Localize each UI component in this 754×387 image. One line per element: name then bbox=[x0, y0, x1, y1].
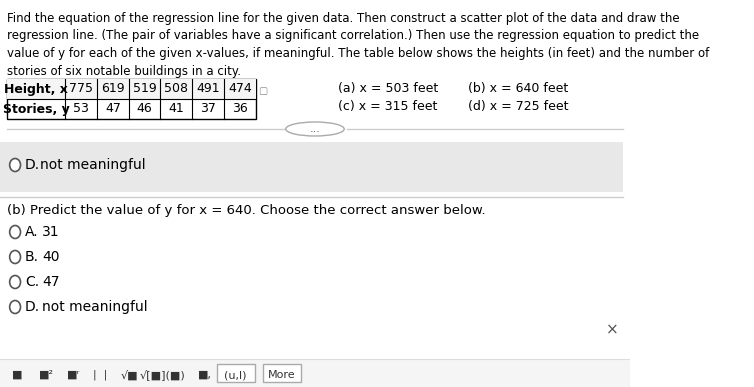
Text: 53: 53 bbox=[73, 103, 89, 115]
Bar bbox=[0, 359, 630, 387]
Text: (d) x = 725 feet: (d) x = 725 feet bbox=[467, 100, 569, 113]
Text: 46: 46 bbox=[136, 103, 152, 115]
Text: ■ʳ: ■ʳ bbox=[67, 370, 80, 380]
Bar bbox=[217, 364, 255, 382]
Circle shape bbox=[10, 300, 20, 313]
Text: 31: 31 bbox=[41, 225, 60, 239]
Text: 619: 619 bbox=[101, 82, 124, 96]
Circle shape bbox=[10, 226, 20, 238]
Text: ■²: ■² bbox=[38, 370, 54, 380]
Circle shape bbox=[10, 159, 20, 171]
Text: ■,: ■, bbox=[198, 370, 212, 380]
Text: (b) x = 640 feet: (b) x = 640 feet bbox=[467, 82, 568, 95]
Text: Height, x: Height, x bbox=[4, 82, 68, 96]
Text: (u,l): (u,l) bbox=[222, 370, 245, 380]
Text: 491: 491 bbox=[196, 82, 220, 96]
Text: More: More bbox=[262, 370, 290, 380]
Text: D.: D. bbox=[25, 300, 40, 314]
Text: 775: 775 bbox=[69, 82, 93, 96]
Text: More: More bbox=[268, 370, 296, 380]
Text: √■: √■ bbox=[121, 370, 138, 380]
Text: 474: 474 bbox=[228, 82, 252, 96]
Text: not meaningful: not meaningful bbox=[41, 300, 148, 314]
Text: (u,l): (u,l) bbox=[225, 370, 247, 380]
Text: (b) Predict the value of y for x = 640. Choose the correct answer below.: (b) Predict the value of y for x = 640. … bbox=[7, 204, 486, 217]
Text: 47: 47 bbox=[105, 103, 121, 115]
Text: Stories, y: Stories, y bbox=[2, 103, 69, 115]
Text: |  |: | | bbox=[93, 370, 107, 380]
Text: 37: 37 bbox=[200, 103, 216, 115]
Text: 36: 36 bbox=[232, 103, 247, 115]
Text: 40: 40 bbox=[41, 250, 60, 264]
Text: ...: ... bbox=[310, 124, 320, 134]
Text: D.: D. bbox=[25, 158, 40, 172]
Text: 41: 41 bbox=[168, 103, 184, 115]
Bar bbox=[7, 79, 256, 99]
Text: Find the equation of the regression line for the given data. Then construct a sc: Find the equation of the regression line… bbox=[7, 12, 709, 77]
Text: √[■](■): √[■](■) bbox=[140, 370, 185, 380]
Text: 519: 519 bbox=[133, 82, 156, 96]
Ellipse shape bbox=[286, 122, 345, 136]
Text: 508: 508 bbox=[164, 82, 188, 96]
Text: 47: 47 bbox=[41, 275, 60, 289]
Text: A.: A. bbox=[25, 225, 38, 239]
Text: C.: C. bbox=[25, 275, 39, 289]
Text: ■: ■ bbox=[11, 370, 22, 380]
Text: (a) x = 503 feet: (a) x = 503 feet bbox=[339, 82, 439, 95]
Circle shape bbox=[10, 250, 20, 264]
Text: (c) x = 315 feet: (c) x = 315 feet bbox=[339, 100, 438, 113]
Bar bbox=[0, 142, 624, 192]
Text: B.: B. bbox=[25, 250, 39, 264]
Text: not meaningful: not meaningful bbox=[40, 158, 146, 172]
Circle shape bbox=[10, 276, 20, 288]
Bar bbox=[7, 79, 256, 119]
Text: ×: × bbox=[605, 322, 618, 337]
Text: ▢: ▢ bbox=[258, 86, 268, 96]
Bar bbox=[263, 364, 301, 382]
